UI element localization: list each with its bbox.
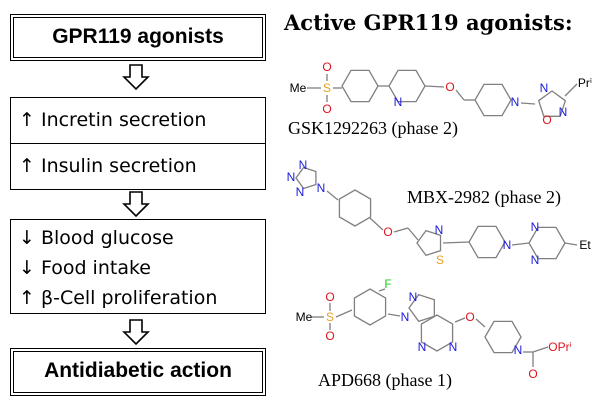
atom-label: S [326, 310, 334, 324]
mbx2982-structure: N N N N O N S N N N Et MBX-2982 (phase 2… [287, 158, 592, 267]
atom-label: N [514, 343, 523, 357]
atom-label: N [435, 223, 444, 237]
bond [393, 227, 409, 233]
atom-label: O [465, 310, 474, 324]
bond [454, 317, 466, 323]
ring [528, 226, 566, 260]
beta-cell-text: ↑ β-Cell proliferation [19, 287, 218, 309]
atom-label: Et [579, 238, 591, 252]
blood-glucose-text: ↓ Blood glucose [19, 227, 174, 249]
structures-title: Active GPR119 agonists: [284, 10, 573, 35]
bond [520, 102, 536, 105]
incretin-text: ↑ Incretin secretion [19, 109, 207, 131]
atom-label: N [540, 81, 549, 95]
gpr119-agonists-box: GPR119 agonists [10, 14, 266, 61]
ring [388, 69, 426, 103]
hollow-down-arrow-icon [122, 191, 150, 218]
atom-label: N [287, 170, 296, 184]
compound-caption: APD668 (phase 1) [318, 370, 452, 391]
ring [420, 314, 454, 352]
atom-label: Prⁱ [578, 76, 592, 90]
bond [475, 318, 486, 328]
bond [387, 313, 401, 317]
atom-label: N [317, 181, 326, 195]
atom-label: S [436, 253, 444, 267]
antidiabetic-box: Antidiabetic action [10, 348, 266, 396]
box-title: Antidiabetic action [44, 359, 232, 382]
atom-label: N [449, 340, 458, 354]
effects-box: ↓ Blood glucose ↓ Food intake ↑ β-Cell p… [10, 219, 266, 314]
ring [537, 90, 567, 117]
atom-label: O [528, 367, 537, 381]
atom-label: O [322, 60, 331, 74]
ring [341, 69, 379, 103]
bond [564, 242, 578, 246]
atom-label: Me [296, 310, 313, 324]
bond [564, 83, 578, 97]
bond [511, 242, 530, 246]
atom-label: F [384, 277, 391, 291]
compound-caption: MBX-2982 (phase 2) [407, 187, 561, 208]
bond [326, 190, 339, 201]
atom-label: N [503, 238, 512, 252]
bond [369, 217, 384, 231]
gsk1292263-structure: Me S O O N O N N O N Prⁱ GSK1292263 (pha… [288, 60, 592, 139]
secretion-box: ↑ Incretin secretion ↑ Insulin secretion [10, 97, 266, 190]
atom-label: N [559, 105, 568, 119]
atom-label: S [323, 81, 331, 95]
atom-label: N [401, 310, 410, 324]
atom-label: N [394, 95, 403, 109]
hollow-down-arrow-icon [122, 319, 150, 346]
insulin-text: ↑ Insulin secretion [11, 143, 265, 189]
ring [468, 225, 506, 259]
bond [335, 309, 353, 318]
ring [474, 83, 512, 117]
ring [416, 229, 442, 257]
atom-label: O [445, 80, 454, 94]
atom-label: O [542, 113, 551, 127]
atom-label: N [531, 253, 540, 267]
food-intake-text: ↓ Food intake [19, 257, 151, 279]
bond [455, 89, 465, 101]
atom-label: N [299, 158, 308, 172]
bond [532, 346, 549, 353]
ring [338, 189, 372, 227]
atom-label: O [322, 102, 331, 116]
bond [424, 85, 445, 88]
ring [408, 293, 435, 323]
ring [484, 320, 522, 354]
atom-label: N [511, 95, 520, 109]
atom-label: N [296, 185, 305, 199]
atom-label: N [531, 220, 540, 234]
ring [353, 288, 387, 326]
atom-label: O [383, 225, 392, 239]
bond [442, 241, 470, 244]
bond [378, 288, 386, 292]
atom-label: O [325, 329, 334, 343]
atom-label: OPrⁱ [548, 340, 571, 354]
atom-label: Me [290, 81, 307, 95]
apd668-structure: Me S O O F N N N N O N O OPrⁱ APD668 (ph… [296, 277, 572, 391]
compound-caption: GSK1292263 (phase 2) [288, 118, 458, 139]
atom-label: N [418, 340, 427, 354]
ring [295, 166, 317, 190]
atom-label: O [325, 290, 334, 304]
box-title: GPR119 agonists [52, 25, 224, 48]
bond [407, 227, 419, 241]
atom-label: N [409, 290, 418, 304]
hollow-down-arrow-icon [122, 64, 150, 91]
